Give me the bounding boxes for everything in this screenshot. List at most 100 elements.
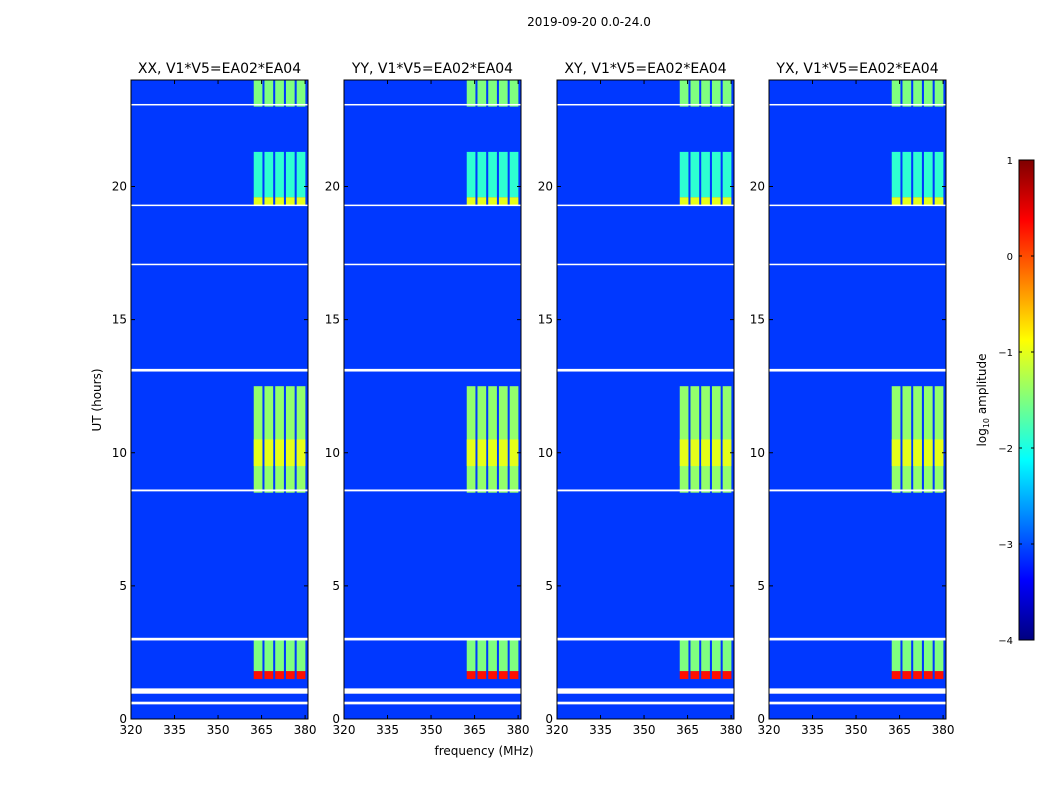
rfi-cell-1-2 <box>701 639 710 672</box>
rfi-cell-6-0 <box>466 80 476 107</box>
panel-1: YY, V1*V5=EA02*EA04 320 335 350 365 380 0 5 10 15… <box>325 61 530 737</box>
rfi-cell-4-4 <box>722 197 732 206</box>
flagged-row-7 <box>769 103 946 106</box>
rfi-cell-3-2 <box>701 439 710 467</box>
rfi-cell-1-3 <box>711 639 721 672</box>
rfi-cell-3-1 <box>477 439 487 467</box>
flagged-row-4 <box>769 368 946 372</box>
colorbar-label: log10 amplitude <box>975 354 991 447</box>
rfi-cell-3-2 <box>913 439 922 467</box>
rfi-cell-3-0 <box>253 439 263 467</box>
rfi-cell-0-3 <box>498 671 508 680</box>
rfi-cell-5-0 <box>466 151 476 198</box>
rfi-cell-5-3 <box>711 151 721 198</box>
y-tick-label: 0 <box>545 712 553 726</box>
rfi-cell-1-4 <box>722 639 732 672</box>
x-tick-label: 365 <box>676 723 699 737</box>
rfi-cell-3-2 <box>275 439 284 467</box>
rfi-cell-3-1 <box>902 439 912 467</box>
x-tick-label: 380 <box>720 723 743 737</box>
rfi-cell-1-4 <box>296 639 306 672</box>
rfi-cell-3-3 <box>285 439 295 467</box>
y-tick-label: 5 <box>119 579 127 593</box>
x-tick-label: 335 <box>589 723 612 737</box>
rfi-cell-5-0 <box>891 151 901 198</box>
rfi-cell-5-1 <box>477 151 487 198</box>
flagged-row-0 <box>557 701 734 705</box>
rfi-cell-6-4 <box>722 80 732 107</box>
rfi-cell-4-2 <box>913 197 922 206</box>
y-tick-label: 0 <box>757 712 765 726</box>
x-tick-label: 320 <box>546 723 569 737</box>
rfi-cell-0-2 <box>275 671 284 680</box>
panel-title: YX, V1*V5=EA02*EA04 <box>775 61 938 77</box>
y-tick-label: 15 <box>538 313 553 327</box>
rfi-cell-4-3 <box>498 197 508 206</box>
y-tick-label: 15 <box>112 313 127 327</box>
flagged-row-0 <box>344 701 521 705</box>
rfi-cell-1-0 <box>253 639 263 672</box>
x-tick-label: 380 <box>507 723 530 737</box>
flagged-row-6 <box>344 204 521 207</box>
rfi-cell-1-4 <box>934 639 944 672</box>
rfi-cell-3-1 <box>264 439 274 467</box>
rfi-cell-0-3 <box>711 671 721 680</box>
rfi-cell-3-0 <box>891 439 901 467</box>
rfi-cell-3-4 <box>509 439 519 467</box>
rfi-cell-1-0 <box>466 639 476 672</box>
figure-title: 2019-09-20 0.0-24.0 <box>527 15 651 29</box>
rfi-cell-1-1 <box>264 639 274 672</box>
flagged-row-4 <box>344 368 521 372</box>
colorbar-tick-label: −1 <box>998 348 1013 359</box>
flagged-row-0 <box>131 701 308 705</box>
rfi-cell-1-0 <box>679 639 689 672</box>
rfi-cell-0-0 <box>466 671 476 680</box>
y-tick-label: 0 <box>119 712 127 726</box>
x-tick-label: 365 <box>888 723 911 737</box>
rfi-cell-4-0 <box>679 197 689 206</box>
rfi-cell-1-3 <box>285 639 295 672</box>
y-tick-label: 10 <box>325 446 340 460</box>
flagged-row-5 <box>769 263 946 266</box>
y-tick-label: 5 <box>757 579 765 593</box>
y-tick-label: 10 <box>750 446 765 460</box>
rfi-cell-1-1 <box>690 639 700 672</box>
panel-3: YX, V1*V5=EA02*EA04 320 335 350 365 380 0 5 10 15… <box>750 61 955 737</box>
rfi-cell-5-2 <box>275 151 284 198</box>
rfi-cell-4-3 <box>711 197 721 206</box>
rfi-cell-5-2 <box>701 151 710 198</box>
y-tick-label: 20 <box>325 180 340 194</box>
x-tick-label: 350 <box>845 723 868 737</box>
rfi-cell-6-2 <box>913 80 922 107</box>
flagged-row-7 <box>557 103 734 106</box>
colorbar-tick-label: 0 <box>1007 252 1013 263</box>
rfi-cell-4-1 <box>264 197 274 206</box>
colorbar-tick-label: −4 <box>998 636 1013 647</box>
rfi-cell-5-4 <box>934 151 944 198</box>
rfi-cell-4-1 <box>902 197 912 206</box>
rfi-cell-6-3 <box>285 80 295 107</box>
rfi-cell-3-0 <box>679 439 689 467</box>
flagged-row-4 <box>131 368 308 372</box>
rfi-cell-3-3 <box>498 439 508 467</box>
rfi-cell-1-1 <box>902 639 912 672</box>
rfi-cell-0-3 <box>923 671 933 680</box>
y-tick-label: 15 <box>325 313 340 327</box>
rfi-cell-0-1 <box>690 671 700 680</box>
rfi-cell-5-2 <box>488 151 497 198</box>
flagged-row-3 <box>557 489 734 492</box>
rfi-cell-0-4 <box>296 671 306 680</box>
rfi-cell-0-1 <box>902 671 912 680</box>
panel-title: XY, V1*V5=EA02*EA04 <box>564 61 726 77</box>
flagged-row-6 <box>557 204 734 207</box>
rfi-cell-6-3 <box>923 80 933 107</box>
rfi-cell-5-3 <box>923 151 933 198</box>
x-tick-label: 320 <box>120 723 143 737</box>
rfi-cell-6-1 <box>902 80 912 107</box>
rfi-cell-6-2 <box>488 80 497 107</box>
flagged-row-7 <box>131 103 308 106</box>
rfi-cell-6-3 <box>711 80 721 107</box>
flagged-row-5 <box>131 263 308 266</box>
rfi-cell-4-2 <box>701 197 710 206</box>
colorbar-tick-label: −2 <box>998 444 1013 455</box>
